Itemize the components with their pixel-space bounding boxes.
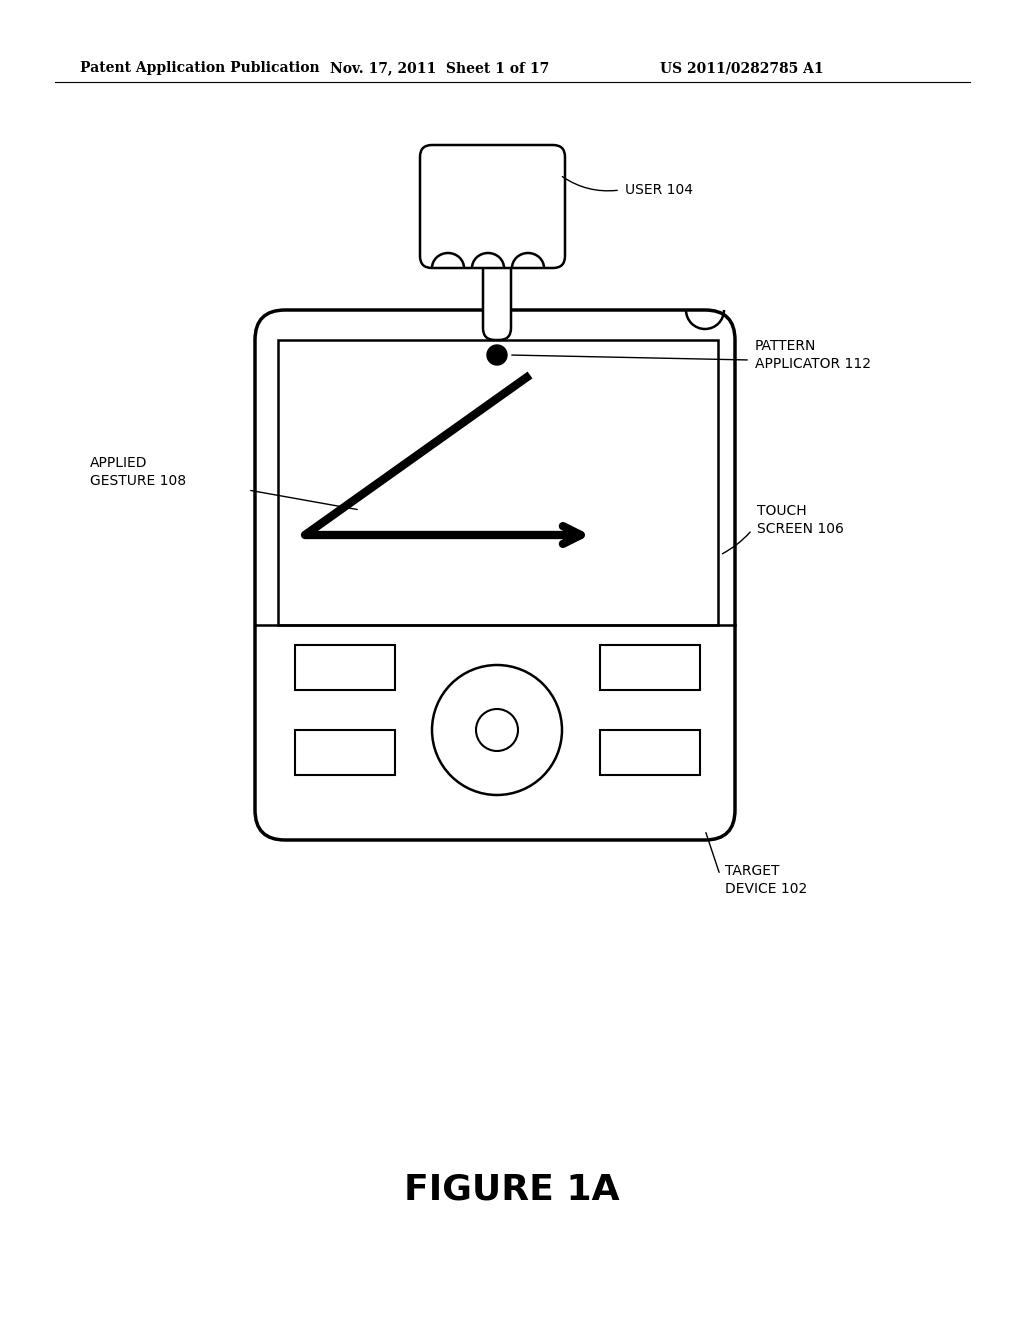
Text: TARGET
DEVICE 102: TARGET DEVICE 102 xyxy=(725,863,807,896)
Ellipse shape xyxy=(476,709,518,751)
Text: APPLIED
GESTURE 108: APPLIED GESTURE 108 xyxy=(90,455,186,488)
Text: Patent Application Publication: Patent Application Publication xyxy=(80,61,319,75)
Text: PATTERN
APPLICATOR 112: PATTERN APPLICATOR 112 xyxy=(755,339,871,371)
Bar xyxy=(600,730,700,775)
Text: USER 104: USER 104 xyxy=(625,183,693,197)
Bar xyxy=(295,645,395,690)
Text: FIGURE 1A: FIGURE 1A xyxy=(404,1173,620,1206)
FancyBboxPatch shape xyxy=(420,145,565,268)
Circle shape xyxy=(487,345,507,366)
Text: Nov. 17, 2011  Sheet 1 of 17: Nov. 17, 2011 Sheet 1 of 17 xyxy=(331,61,550,75)
Bar xyxy=(295,730,395,775)
Bar xyxy=(600,645,700,690)
Text: TOUCH
SCREEN 106: TOUCH SCREEN 106 xyxy=(757,504,844,536)
FancyBboxPatch shape xyxy=(483,255,511,341)
Text: US 2011/0282785 A1: US 2011/0282785 A1 xyxy=(660,61,823,75)
Ellipse shape xyxy=(432,665,562,795)
FancyBboxPatch shape xyxy=(255,310,735,840)
Bar xyxy=(278,341,718,624)
